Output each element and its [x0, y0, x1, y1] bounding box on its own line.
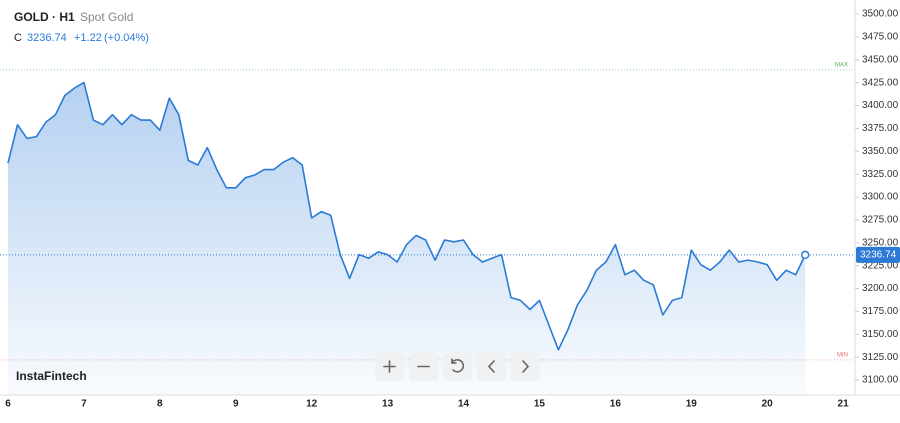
- scroll-left-button[interactable]: [477, 352, 506, 381]
- zoom-out-button[interactable]: [409, 352, 438, 381]
- x-tick-label: 14: [458, 399, 470, 410]
- x-tick-label: 12: [306, 399, 318, 410]
- close-value: 3236.74: [27, 32, 67, 44]
- last-point: [800, 250, 810, 260]
- change: +1.22: [74, 32, 102, 44]
- x-tick-label: 9: [233, 399, 239, 410]
- price-tag: [856, 246, 900, 263]
- x-tick-label: 7: [81, 399, 87, 410]
- x-tick-label: 20: [762, 399, 774, 410]
- x-tick-label: 13: [382, 399, 394, 410]
- x-tick-label: 21: [838, 399, 850, 410]
- plot-area: [0, 69, 855, 395]
- toolbar: [375, 352, 540, 381]
- area: [8, 82, 806, 395]
- zoom-in-button[interactable]: [375, 352, 404, 381]
- close-label: C: [14, 32, 22, 44]
- x-tick-label: 19: [686, 399, 698, 410]
- reference-label: MAX: [835, 62, 848, 68]
- x-tick-label: 16: [610, 399, 622, 410]
- x-tick-label: 15: [534, 399, 546, 410]
- reset-button[interactable]: [443, 352, 472, 381]
- instrument-name: Spot Gold: [80, 10, 133, 24]
- y-tick-label: 3275.00: [862, 215, 899, 226]
- brand: InstaFintech: [16, 369, 87, 383]
- y-tick-label: 3375.00: [862, 123, 899, 134]
- y-tick-label: 3100.00: [862, 375, 899, 386]
- y-tick-label: 3225.00: [862, 260, 899, 271]
- y-tick-label: 3125.00: [862, 352, 899, 363]
- x-tick-label: 6: [5, 399, 11, 410]
- reference-label: MIN: [837, 352, 848, 358]
- y-tick-label: 3200.00: [862, 283, 899, 294]
- y-tick-label: 3425.00: [862, 77, 899, 88]
- y-tick-label: 3500.00: [862, 9, 899, 20]
- symbol: GOLD · H1: [14, 10, 75, 24]
- y-tick-label: 3250.00: [862, 237, 899, 248]
- y-tick-label: 3150.00: [862, 329, 899, 340]
- change-pct: (+0.04%): [104, 32, 149, 44]
- scroll-right-button[interactable]: [511, 352, 540, 381]
- price-tag-label: 3236.74: [860, 250, 897, 261]
- price-line: [7, 81, 806, 351]
- y-tick-label: 3400.00: [862, 100, 899, 111]
- y-tick-label: 3175.00: [862, 306, 899, 317]
- y-tick-label: 3450.00: [862, 54, 899, 65]
- y-tick-label: 3300.00: [862, 192, 899, 203]
- y-tick-label: 3350.00: [862, 146, 899, 157]
- y-tick-label: 3325.00: [862, 169, 899, 180]
- x-tick-label: 8: [157, 399, 163, 410]
- y-tick-label: 3475.00: [862, 32, 899, 43]
